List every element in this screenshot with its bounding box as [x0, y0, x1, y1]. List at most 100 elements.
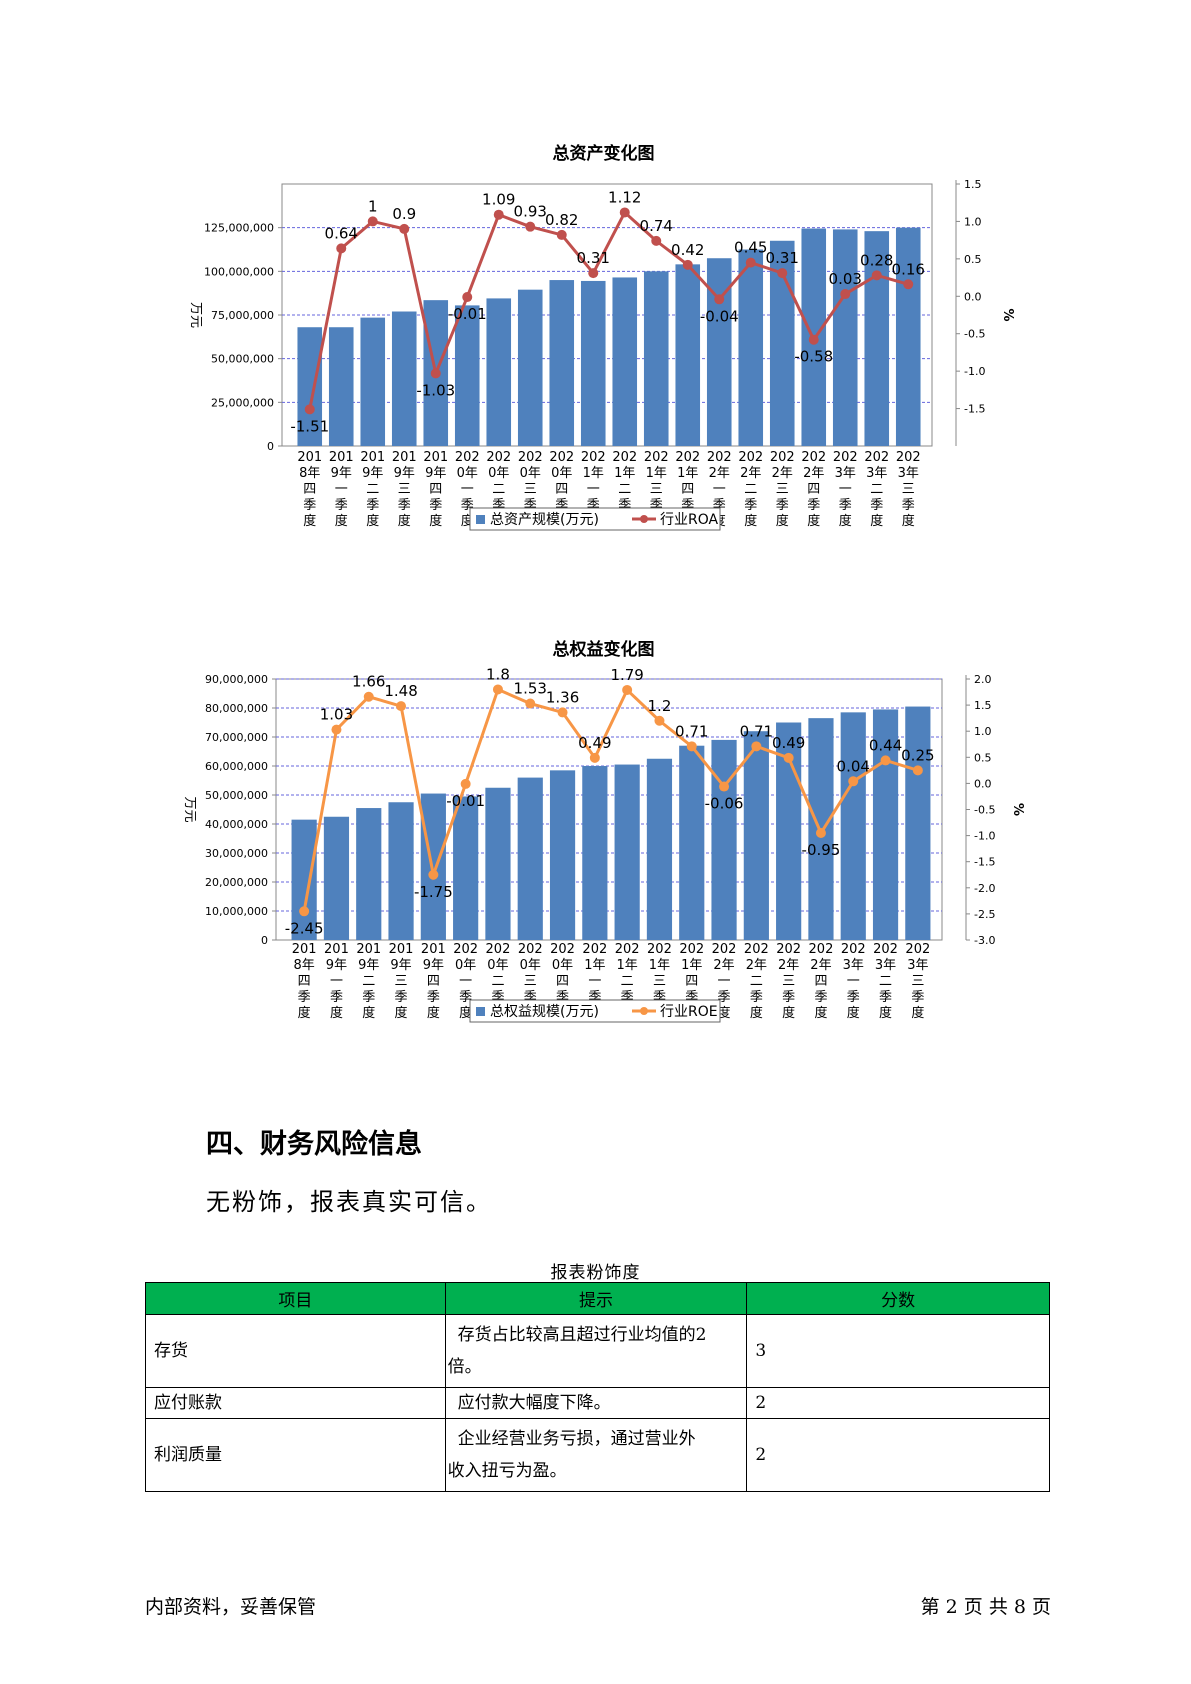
footer-page-number: 第 2 页 共 8 页: [920, 1596, 1051, 1618]
bar: [454, 305, 480, 446]
x-tick-label: 季: [750, 990, 763, 1005]
x-tick-label: 202: [549, 450, 574, 465]
left-tick-label: 10,000,000: [205, 905, 268, 918]
row-score: 2: [746, 1387, 1050, 1419]
x-tick-label: 一: [839, 482, 852, 497]
x-tick-label: 201: [360, 450, 385, 465]
legend-bar-label: 总资产规模(万元): [490, 512, 599, 528]
series-line: [302, 687, 919, 912]
x-tick-label: 1年: [677, 466, 698, 481]
bar: [738, 249, 764, 446]
x-tick-label: 0年: [520, 958, 541, 973]
section-heading: 四、财务风险信息: [206, 1129, 422, 1160]
x-tick-label: 度: [362, 1005, 375, 1021]
row-hint-line: 收入扭亏为盈。: [447, 1461, 567, 1481]
left-tick-label: 0: [267, 440, 274, 453]
line-point: [589, 752, 600, 763]
right-tick-label: -1.0: [974, 830, 995, 843]
bar: [580, 280, 606, 446]
left-axis-label: 万元: [182, 796, 197, 822]
x-tick-label: 四: [807, 482, 820, 497]
table-header-row: 项目 提示 分数: [145, 1282, 1050, 1315]
x-tick-label: 二: [366, 482, 379, 497]
bar: [391, 311, 417, 446]
bar: [895, 227, 921, 446]
line-point: [840, 289, 851, 300]
row-hint: 存货占比较高且超过行业均值的2 倍。: [444, 1314, 748, 1388]
line-point: [492, 684, 503, 695]
right-tick-label: 1.5: [964, 178, 982, 191]
x-tick-label: 202: [841, 942, 866, 957]
x-tick-label: 一: [459, 974, 472, 989]
line-point: [588, 268, 599, 279]
x-tick-label: 1年: [617, 958, 638, 973]
x-tick-label: 0年: [551, 466, 572, 481]
bar: [612, 277, 638, 446]
data-label: -1.03: [416, 381, 455, 399]
bar: [743, 731, 769, 940]
bar: [517, 289, 543, 446]
x-tick-label: 季: [395, 990, 408, 1005]
data-label: -0.95: [802, 841, 841, 859]
x-tick-label: 2年: [740, 466, 761, 481]
x-tick-label: 二: [618, 482, 631, 497]
bar: [905, 706, 931, 940]
x-tick-label: 三: [902, 482, 915, 497]
table-row: 存货 存货占比较高且超过行业均值的2 倍。 3: [145, 1314, 1050, 1388]
left-tick-label: 0: [261, 934, 268, 947]
section-body-text: 无粉饰，报表真实可信。: [206, 1188, 492, 1216]
x-tick-label: 202: [776, 942, 801, 957]
bar: [646, 758, 673, 940]
bar: [832, 229, 858, 446]
x-tick-label: 季: [870, 498, 883, 513]
x-tick-label: 季: [429, 498, 442, 513]
data-label: 1.66: [352, 673, 385, 691]
x-tick-label: 0年: [520, 466, 541, 481]
x-tick-label: 9年: [390, 958, 411, 973]
left-tick-label: 25,000,000: [211, 396, 274, 409]
x-tick-label: 9年: [358, 958, 379, 973]
x-tick-label: 季: [847, 990, 860, 1005]
x-tick-label: 季: [902, 498, 915, 513]
data-label: 0.42: [671, 241, 704, 259]
legend-line-label: 行业ROA: [660, 512, 719, 528]
x-tick-label: 度: [814, 1005, 827, 1021]
x-tick-label: 3年: [835, 466, 856, 481]
line-point: [777, 268, 788, 279]
x-tick-label: 1年: [583, 466, 604, 481]
x-tick-label: 202: [644, 450, 669, 465]
right-tick-label: 2.0: [974, 673, 992, 686]
x-tick-label: 3年: [866, 466, 887, 481]
x-tick-label: 四: [555, 482, 568, 497]
left-tick-label: 125,000,000: [204, 222, 274, 235]
right-tick-label: -0.5: [974, 804, 995, 817]
x-tick-label: 0年: [552, 958, 573, 973]
x-tick-label: 季: [366, 498, 379, 513]
x-tick-label: 度: [744, 513, 757, 529]
left-tick-label: 30,000,000: [205, 847, 268, 860]
bar: [872, 709, 899, 940]
x-tick-label: 季: [879, 990, 892, 1005]
left-tick-label: 20,000,000: [205, 876, 268, 889]
x-tick-label: 202: [712, 942, 737, 957]
x-tick-label: 201: [389, 942, 414, 957]
right-tick-label: 1.5: [974, 699, 992, 712]
line-point: [299, 906, 310, 917]
x-tick-label: 三: [524, 974, 537, 989]
chart-title: 总权益变化图: [553, 639, 655, 660]
line-point: [714, 294, 725, 305]
data-label: -0.01: [446, 792, 485, 810]
x-tick-label: 202: [550, 942, 575, 957]
x-tick-label: 季: [718, 990, 731, 1005]
data-label: 0.44: [869, 736, 902, 754]
x-tick-label: 1年: [681, 958, 702, 973]
x-tick-label: 202: [581, 450, 606, 465]
legend-line-marker: [640, 1007, 648, 1015]
data-label: 0.45: [734, 239, 767, 257]
bar: [486, 298, 512, 446]
x-tick-label: 一: [335, 482, 348, 497]
left-tick-label: 50,000,000: [205, 789, 268, 802]
series-line: [308, 210, 909, 410]
x-tick-label: 201: [329, 450, 354, 465]
x-tick-label: 季: [776, 498, 789, 513]
